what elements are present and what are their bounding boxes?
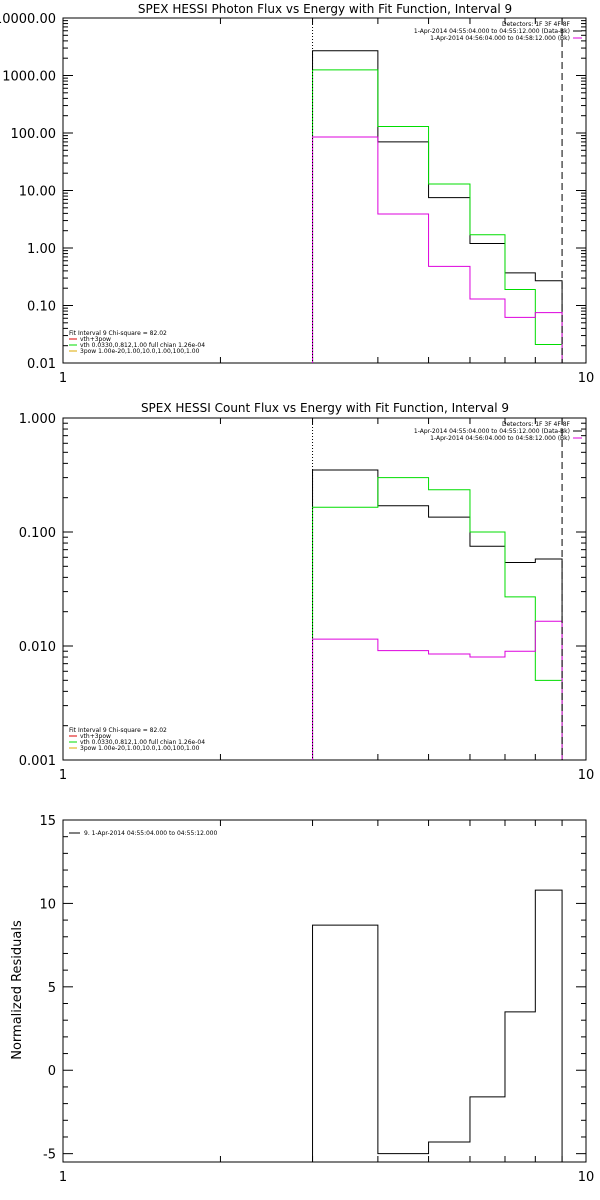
count-flux-panel: SPEX HESSI Count Flux vs Energy with Fit… <box>19 401 594 783</box>
y-tick-label: 100.00 <box>11 127 57 142</box>
series-1-step-line <box>312 50 563 363</box>
y-tick-label: -5 <box>43 1148 56 1163</box>
legend-entry: 1-Apr-2014 04:55:04.000 to 04:55:12.000 … <box>414 28 570 35</box>
chart-title: SPEX HESSI Count Flux vs Energy with Fit… <box>141 401 509 415</box>
plot-area <box>62 417 587 761</box>
y-tick-label: 0.001 <box>19 754 56 769</box>
y-tick-label: 0.010 <box>19 640 56 655</box>
y-tick-label: 0.100 <box>19 526 56 541</box>
residuals-panel: Normalized Residuals 1 10 -5 0 5 10 15 9. 1-Ap… <box>10 814 594 1185</box>
photon-flux-panel: SPEX HESSI Photon Flux vs Energy with Fi… <box>0 2 594 386</box>
y-tick-label: 1.00 <box>27 242 56 257</box>
y-tick-label: 1000.00 <box>2 70 56 85</box>
legend-entry: 3pow 1.00e-20,1.00,10.0,1.00,100,1.00 <box>80 745 200 752</box>
plot-area <box>62 819 587 1163</box>
y-tick-label: 5 <box>48 981 56 996</box>
y-tick-label: 0.01 <box>27 357 56 372</box>
legend-entry: 9. 1-Apr-2014 04:55:04.000 to 04:55:12.0… <box>84 830 217 837</box>
series-3-step-line <box>312 136 563 363</box>
legend-entry: vth+3pow <box>80 733 111 740</box>
x-tick-label: 10 <box>578 1170 595 1185</box>
legend: 9. 1-Apr-2014 04:55:04.000 to 04:55:12.0… <box>69 830 217 837</box>
y-axis: 1 10 -5 0 5 10 15 <box>39 814 594 1185</box>
x-tick-label: 10 <box>578 768 595 783</box>
y-tick-label: 0 <box>48 1064 56 1079</box>
plot-frame <box>62 417 587 761</box>
legend-entry: vth+3pow <box>80 336 111 343</box>
series-3-step-line <box>312 620 563 760</box>
series-1-step-line <box>312 889 563 1162</box>
legend-entry: 3pow 1.00e-20,1.00,10.0,1.00,100,1.00 <box>80 348 200 355</box>
x-tick-label: 1 <box>59 768 67 783</box>
x-tick-label: 1 <box>59 371 67 386</box>
legend-entry: vth 0.0330,0.812,1.00 full chian 1.26e-0… <box>80 342 205 349</box>
plot-frame <box>62 819 587 1163</box>
y-tick-label: 0.10 <box>27 300 56 315</box>
series-2-step-line <box>312 477 563 760</box>
legend-entry: Fit Interval 9 Chi-square = 82.02 <box>69 330 167 337</box>
x-tick-label: 1 <box>59 1170 67 1185</box>
legend-entry: 1-Apr-2014 04:55:04.000 to 04:55:12.000 … <box>414 428 570 435</box>
plot-area <box>62 17 587 364</box>
legend: Detectors: 1F 3F 4F 8F1-Apr-2014 04:55:0… <box>69 21 582 355</box>
legend-entry: Fit Interval 9 Chi-square = 82.02 <box>69 727 167 734</box>
series-2-step-line <box>312 69 563 363</box>
legend-entry: Detectors: 1F 3F 4F 8F <box>502 21 571 28</box>
legend: Detectors: 1F 3F 4F 8F1-Apr-2014 04:55:0… <box>69 421 582 752</box>
plot-frame <box>62 17 587 364</box>
y-tick-label: 1.000 <box>19 412 56 427</box>
x-tick-label: 10 <box>578 371 595 386</box>
y-tick-label: 15 <box>39 814 56 829</box>
y-tick-label: 10 <box>39 897 56 912</box>
series-1-step-line <box>312 469 563 760</box>
chart-title: SPEX HESSI Photon Flux vs Energy with Fi… <box>138 2 512 16</box>
legend-entry: vth 0.0330,0.812,1.00 full chian 1.26e-0… <box>80 739 205 746</box>
legend-entry: Detectors: 1F 3F 4F 8F <box>502 421 571 428</box>
y-tick-label: 10.00 <box>19 185 56 200</box>
legend-entry: 1-Apr-2014 04:56:04.000 to 04:58:12.000 … <box>430 435 570 442</box>
legend-entry: 1-Apr-2014 04:56:04.000 to 04:58:12.000 … <box>430 35 570 42</box>
y-tick-label: 10000.00 <box>0 12 56 27</box>
y-axis-label: Normalized Residuals <box>10 920 25 1060</box>
